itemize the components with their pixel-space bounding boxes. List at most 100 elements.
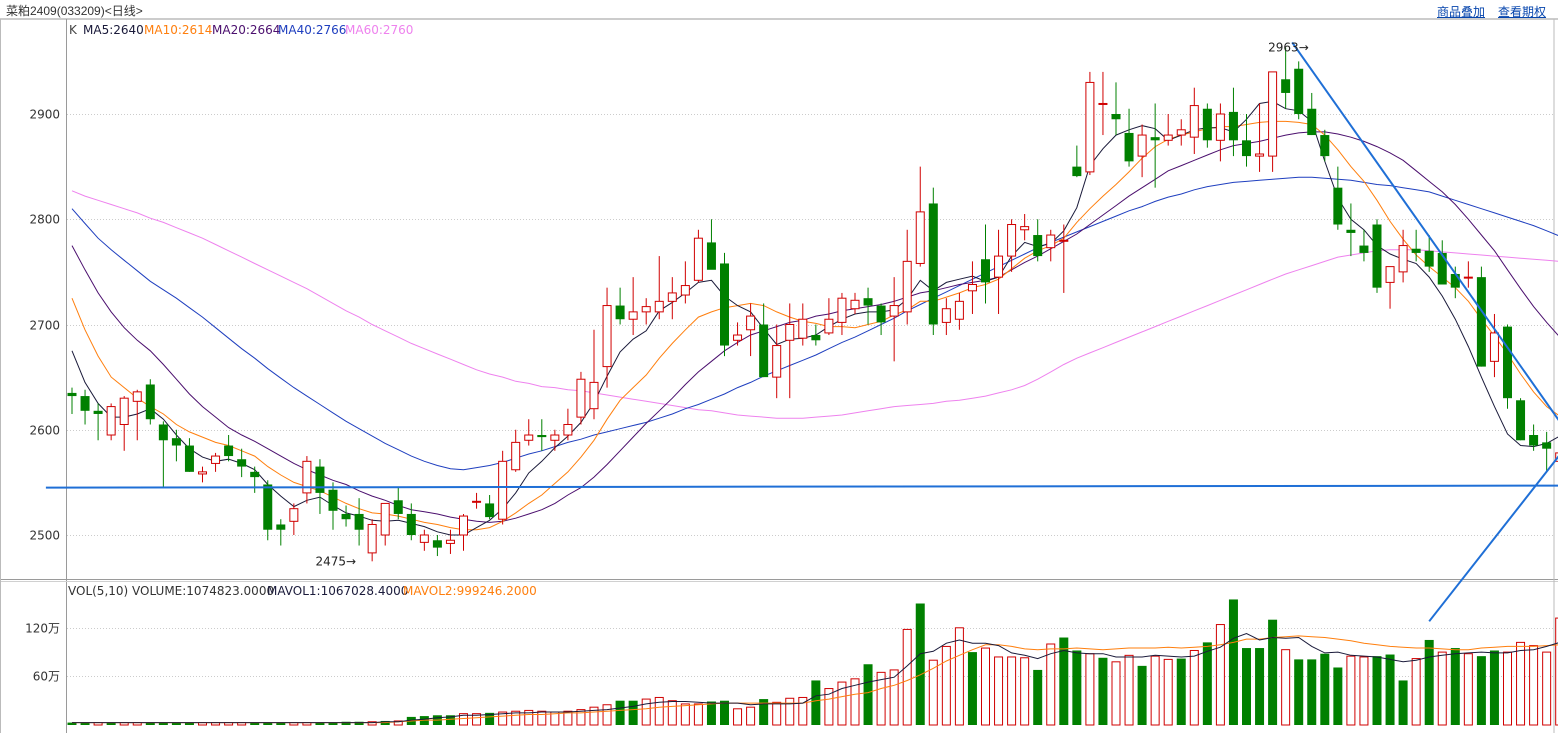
volume-legend: VOLUME:1074823.0000: [132, 584, 274, 598]
candle-body-down: [1124, 132, 1134, 162]
candle-body-up: [967, 284, 977, 292]
volume-bar-up: [733, 708, 743, 726]
volume-bar-up: [1215, 624, 1225, 726]
candle-body-up: [693, 237, 703, 281]
candle-body-down: [1294, 68, 1304, 114]
volume-bar-down: [1450, 648, 1460, 725]
volume-bar-up: [524, 709, 534, 726]
price-tick-label: 2600: [29, 424, 60, 438]
candle-body-down: [393, 500, 403, 514]
candle-body-up: [563, 423, 573, 436]
candle-body-down: [1150, 137, 1160, 141]
volume-bar-up: [1463, 653, 1473, 726]
volume-bar-down: [445, 715, 455, 725]
candle-body-up: [1176, 129, 1186, 136]
overlay-commodity-link[interactable]: 商品叠加: [1437, 5, 1486, 19]
volume-bar-down: [1059, 637, 1069, 725]
candle-body-down: [863, 298, 873, 306]
candle-body-up: [380, 502, 390, 536]
candle-body-up: [1046, 234, 1056, 249]
candle-body-down: [158, 424, 168, 441]
mavol2-legend: MAVOL2:999246.2000: [403, 584, 537, 598]
volume-bar-down: [1255, 648, 1265, 725]
volume-bar-down: [80, 722, 90, 725]
volume-bar-up: [928, 659, 938, 726]
volume-bar-up: [393, 720, 403, 726]
candle-body-down: [276, 524, 286, 530]
candle-body-up: [302, 460, 312, 494]
candle-body-up: [589, 381, 599, 410]
candle-body-up: [1268, 71, 1278, 157]
volume-bar-up: [1189, 649, 1199, 726]
volume-bar-up: [563, 710, 573, 726]
volume-bar-down: [1385, 654, 1395, 725]
volume-bar-down: [67, 722, 77, 725]
candle-body-up: [511, 441, 521, 471]
candle-body-down: [1450, 273, 1460, 288]
candle-body-down: [1372, 224, 1382, 288]
volume-bar-up: [1124, 654, 1134, 726]
candle-body-down: [263, 484, 273, 530]
volume-bar-up: [824, 688, 834, 726]
volume-bar-down: [106, 722, 116, 725]
candle-body-down: [759, 324, 769, 378]
candle-body-up: [198, 471, 207, 475]
volume-bar-up: [1359, 656, 1369, 726]
volume-bar-down: [967, 652, 977, 725]
volume-bar-up: [1503, 651, 1512, 726]
candle-body-down: [1033, 235, 1043, 257]
candle-body-down: [432, 540, 442, 548]
volume-bar-up: [459, 713, 468, 726]
volume-bar-down: [328, 722, 338, 725]
volume-bar-down: [1424, 639, 1434, 725]
candle-body-up: [889, 305, 899, 317]
volume-bar-up: [954, 627, 964, 726]
view-options-link[interactable]: 查看期权: [1498, 5, 1547, 19]
volume-bar-up: [654, 696, 664, 726]
volume-bar-down: [1242, 648, 1251, 725]
volume-bar-up: [994, 656, 1004, 726]
candle-body-up: [1463, 276, 1473, 279]
candle-body-up: [798, 318, 808, 339]
volume-bar-down: [1398, 680, 1408, 725]
volume-bar-up: [850, 678, 860, 726]
price-annotation: 2963→: [1268, 41, 1309, 55]
k-label: K: [69, 23, 78, 37]
candle-body-down: [720, 263, 729, 346]
volume-bar-up: [1437, 651, 1447, 726]
candle-body-down: [1503, 326, 1512, 399]
volume-bar-up: [941, 645, 951, 726]
volume-bar-up: [576, 709, 586, 726]
candle-body-down: [315, 466, 325, 493]
candle-body-up: [941, 308, 951, 323]
volume-bar-up: [772, 701, 782, 726]
candle-body-up: [550, 434, 560, 441]
volume-bar-up: [693, 703, 703, 726]
volume-bar-down: [720, 700, 729, 725]
volume-bar-down: [315, 722, 325, 725]
candle-body-up: [772, 345, 782, 378]
price-gridlines: 2500 2600 2700 2800 2900: [29, 108, 1553, 543]
candle-body-up: [902, 260, 912, 313]
ma5-line: [71, 100, 1558, 536]
candle-body-up: [628, 311, 638, 320]
candle-body-down: [1359, 245, 1369, 253]
volume-bar-up: [837, 681, 847, 726]
volume-bar-down: [1202, 642, 1212, 725]
volume-bar-up: [511, 710, 521, 726]
candle-body-down: [1320, 135, 1330, 157]
volume-bar-up: [1529, 645, 1539, 726]
candle-body-down: [237, 459, 247, 467]
volume-bar-up: [1542, 651, 1552, 726]
candle-body-up: [445, 539, 455, 544]
volume-bar-up: [1346, 655, 1356, 726]
candle-body-up: [1007, 224, 1017, 257]
volume-bar-down: [1268, 619, 1278, 725]
volume-bar-up: [472, 713, 482, 726]
volume-tick-label: 120万: [25, 622, 60, 636]
volume-gridlines: 60万 120万: [25, 622, 1553, 684]
candle-body-down: [1542, 442, 1552, 449]
candle-body-up: [498, 460, 508, 520]
candle-body-up: [1085, 81, 1095, 173]
